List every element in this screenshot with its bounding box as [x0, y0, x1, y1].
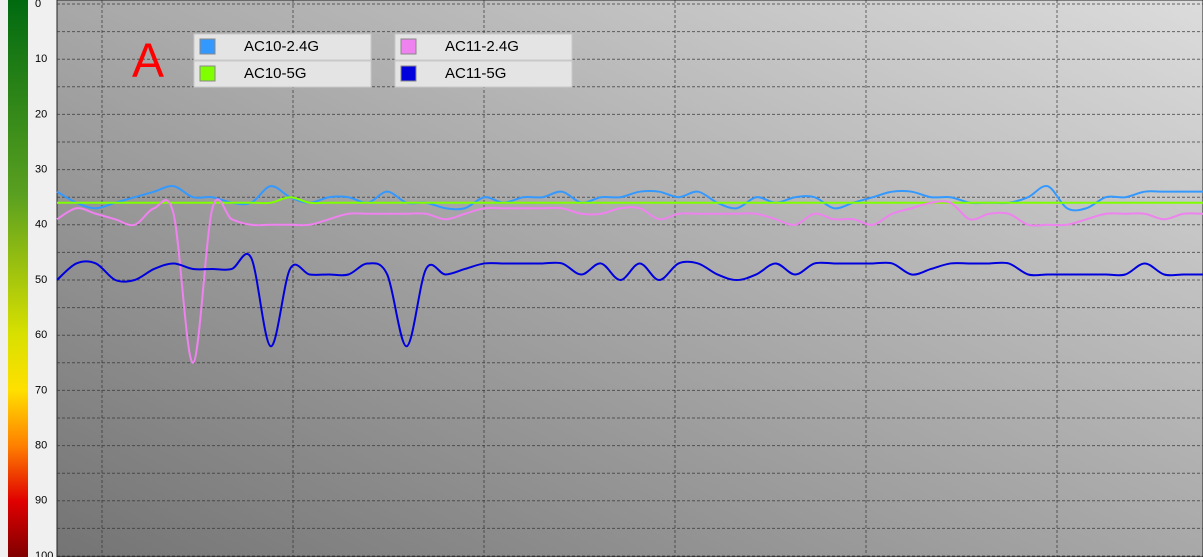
color-scale	[8, 0, 28, 557]
y-tick-label: 80	[35, 440, 47, 452]
legend-swatch	[400, 65, 417, 82]
plot-area	[56, 0, 1203, 557]
legend-swatch	[199, 65, 216, 82]
legend-box	[394, 33, 573, 61]
legend-swatch	[400, 38, 417, 55]
y-tick-label: 20	[35, 108, 47, 120]
annotation: A	[132, 35, 164, 88]
y-tick-label: 90	[35, 495, 47, 507]
series-line	[56, 252, 1203, 348]
y-tick-label: 50	[35, 274, 47, 286]
legend-box	[193, 33, 372, 61]
y-tick-label: 0	[35, 0, 41, 10]
series-line	[56, 196, 1203, 205]
y-tick-label: 60	[35, 329, 47, 341]
legend-swatch	[199, 38, 216, 55]
series-line	[56, 198, 1203, 364]
y-tick-label: 70	[35, 384, 47, 396]
y-tick-label: 100	[35, 550, 53, 557]
y-tick-label: 10	[35, 53, 47, 65]
legend-label: AC10-5G	[244, 65, 307, 82]
legend-label: AC10-2.4G	[244, 38, 319, 55]
y-tick-label: 30	[35, 164, 47, 176]
legend-label: AC11-2.4G	[445, 38, 519, 55]
legend-box	[394, 60, 573, 88]
legend-box	[193, 60, 372, 88]
legend-label: AC11-5G	[445, 65, 506, 82]
y-tick-label: 40	[35, 219, 47, 231]
